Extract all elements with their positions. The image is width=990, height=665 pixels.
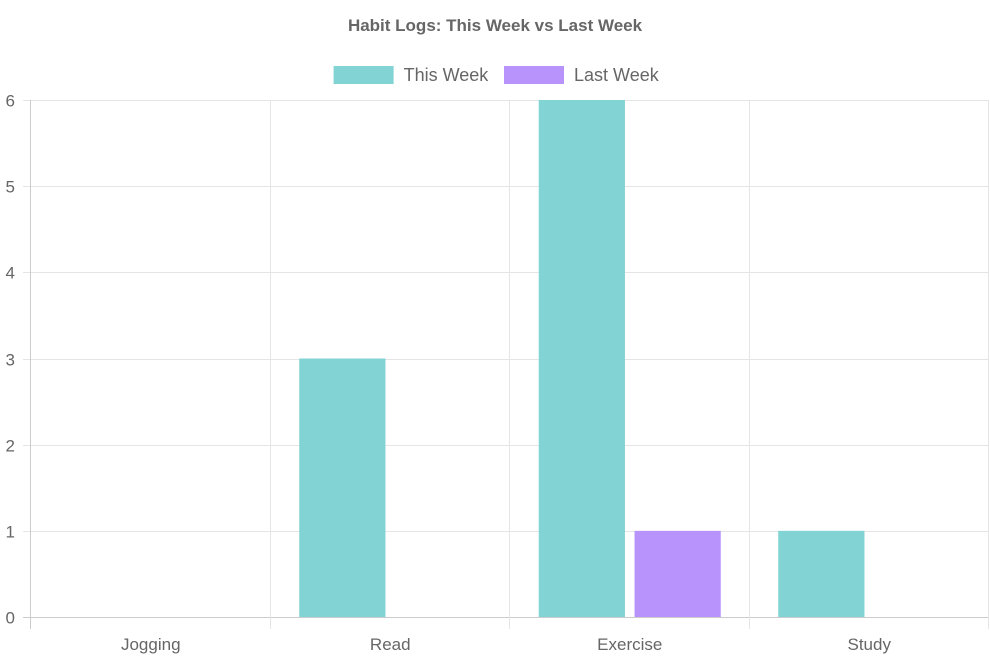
y-tick-label: 3 [6, 351, 15, 370]
legend-label: Last Week [574, 65, 660, 85]
legend[interactable]: This Week Last Week [333, 65, 660, 85]
legend-swatch [333, 66, 394, 84]
bar-this-week-exercise[interactable] [538, 100, 625, 617]
legend-label: This Week [404, 65, 490, 85]
grid-lines [23, 100, 989, 629]
axes: 0 1 2 3 4 5 6 Jogging Read Exercise Study [6, 92, 892, 655]
x-tick-label: Study [848, 635, 892, 654]
y-tick-label: 2 [6, 437, 15, 456]
y-tick-label: 4 [6, 264, 15, 283]
y-tick-label: 1 [6, 523, 15, 542]
chart-title: Habit Logs: This Week vs Last Week [348, 16, 643, 35]
legend-swatch [504, 66, 564, 84]
bars [299, 100, 865, 618]
bar-this-week-read[interactable] [299, 358, 386, 618]
bar-this-week-study[interactable] [778, 530, 865, 617]
legend-item-last-week[interactable]: Last Week [504, 65, 660, 85]
x-tick-label: Jogging [121, 635, 181, 654]
y-tick-label: 6 [6, 92, 15, 111]
bar-last-week-exercise[interactable] [634, 530, 721, 617]
y-tick-label: 5 [6, 178, 15, 197]
legend-item-this-week[interactable]: This Week [333, 65, 490, 85]
x-tick-label: Read [370, 635, 411, 654]
y-tick-label: 0 [6, 609, 15, 628]
x-tick-label: Exercise [597, 635, 662, 654]
